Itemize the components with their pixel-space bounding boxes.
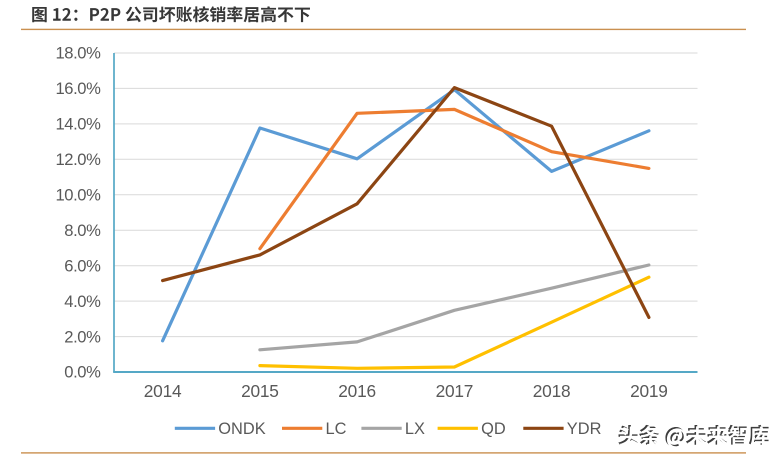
svg-text:18.0%: 18.0% <box>55 44 101 63</box>
svg-text:10.0%: 10.0% <box>55 186 101 205</box>
svg-text:2014: 2014 <box>144 381 182 401</box>
svg-text:2.0%: 2.0% <box>64 327 101 346</box>
svg-text:12.0%: 12.0% <box>55 150 101 169</box>
svg-text:LX: LX <box>405 420 425 438</box>
svg-text:4.0%: 4.0% <box>64 292 101 311</box>
svg-text:6.0%: 6.0% <box>64 256 101 275</box>
svg-text:16.0%: 16.0% <box>55 79 101 98</box>
svg-text:2017: 2017 <box>436 381 474 401</box>
svg-text:0.0%: 0.0% <box>64 363 101 382</box>
svg-text:8.0%: 8.0% <box>64 221 101 240</box>
svg-text:2018: 2018 <box>533 381 571 401</box>
svg-text:2019: 2019 <box>630 381 668 401</box>
svg-text:2015: 2015 <box>241 381 279 401</box>
svg-text:QD: QD <box>481 420 506 438</box>
svg-text:LC: LC <box>326 420 347 438</box>
svg-text:2016: 2016 <box>338 381 376 401</box>
svg-text:14.0%: 14.0% <box>55 115 101 134</box>
svg-text:YDR: YDR <box>567 420 602 438</box>
svg-text:ONDK: ONDK <box>218 420 265 438</box>
